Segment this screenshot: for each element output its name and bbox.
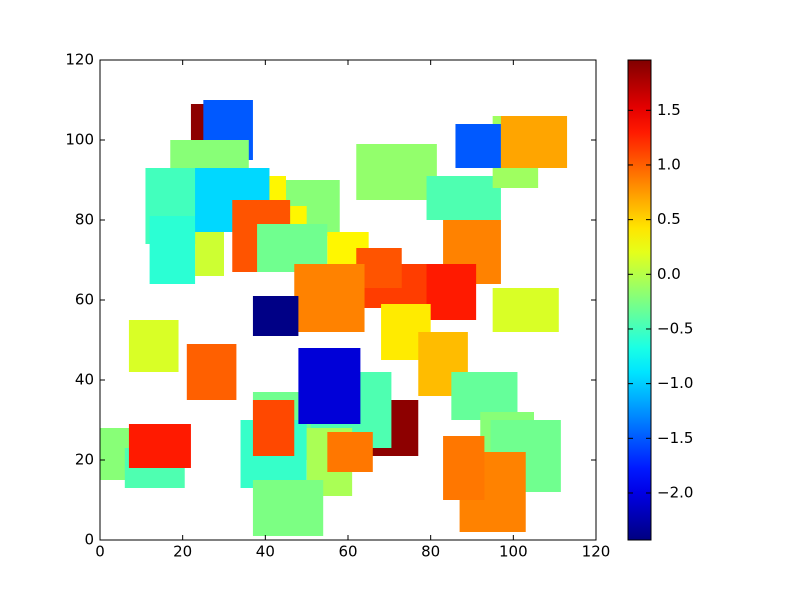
x-tick-label: 40 — [256, 543, 275, 561]
y-tick-label: 120 — [65, 51, 94, 69]
data-rect — [426, 176, 501, 220]
x-tick-label: 60 — [338, 543, 357, 561]
y-tick-label: 80 — [75, 211, 94, 229]
data-rect — [327, 432, 373, 472]
data-rect — [455, 124, 501, 168]
data-rect — [128, 320, 179, 372]
y-tick-label: 40 — [75, 371, 94, 389]
data-rect — [128, 424, 191, 468]
colorbar-tick-label: 0.5 — [657, 210, 681, 228]
data-rect — [252, 480, 324, 536]
y-tick-label: 100 — [65, 131, 94, 149]
x-tick-label: 100 — [499, 543, 528, 561]
data-rect — [298, 348, 361, 424]
y-tick-label: 20 — [75, 451, 94, 469]
data-rect — [492, 288, 559, 332]
colorbar-tick-label: −0.5 — [657, 319, 693, 337]
data-rect — [195, 228, 224, 276]
data-rect — [356, 144, 437, 200]
data-rect — [149, 216, 196, 284]
colorbar-tick-label: −1.0 — [657, 374, 693, 392]
x-tick-label: 120 — [582, 543, 611, 561]
data-rect — [252, 296, 299, 336]
data-rect — [186, 344, 237, 400]
colorbar-tick-label: 1.0 — [657, 155, 681, 173]
colorbar-tick-label: 0.0 — [657, 265, 681, 283]
data-rect — [443, 436, 485, 500]
y-tick-label: 60 — [75, 291, 94, 309]
data-rect — [269, 176, 286, 200]
x-tick-label: 0 — [95, 543, 105, 561]
y-tick-label: 0 — [84, 531, 94, 549]
colorbar-tick-label: 1.5 — [657, 101, 681, 119]
data-rect — [500, 116, 568, 168]
colorbar-tick-label: −2.0 — [657, 483, 693, 501]
x-tick-label: 20 — [173, 543, 192, 561]
x-tick-label: 80 — [421, 543, 440, 561]
data-rect — [422, 264, 477, 320]
colorbar-tick-label: −1.5 — [657, 429, 693, 447]
data-rect — [294, 264, 365, 332]
data-rect — [252, 400, 295, 456]
colorbar — [627, 59, 652, 541]
